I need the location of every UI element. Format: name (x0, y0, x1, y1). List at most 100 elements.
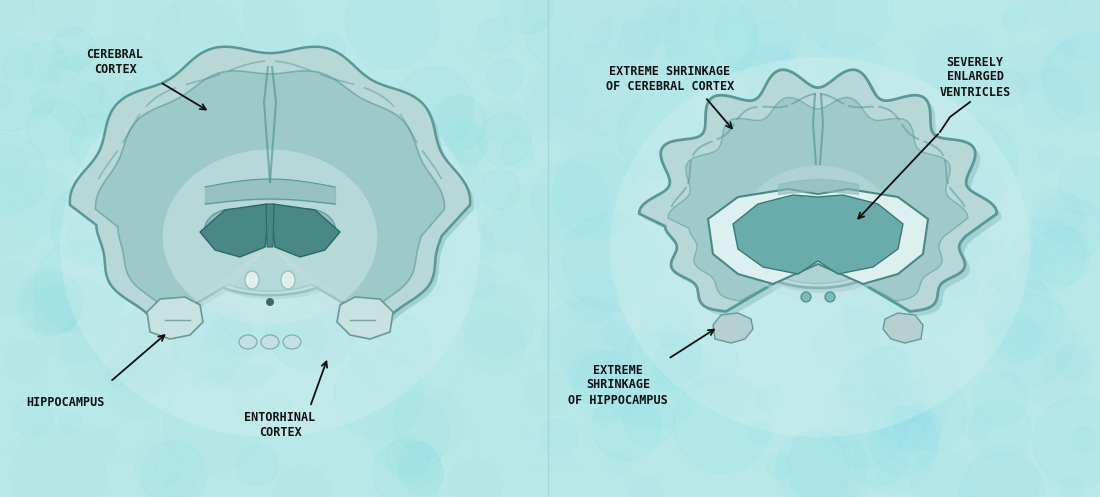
Circle shape (816, 227, 855, 264)
Circle shape (354, 205, 453, 304)
Circle shape (531, 162, 608, 240)
Circle shape (816, 94, 871, 149)
Circle shape (748, 421, 772, 446)
Circle shape (562, 213, 661, 311)
Ellipse shape (60, 57, 480, 437)
Ellipse shape (610, 57, 1030, 437)
Circle shape (886, 242, 977, 333)
Ellipse shape (283, 335, 301, 349)
Polygon shape (96, 71, 444, 315)
Circle shape (236, 444, 278, 486)
Circle shape (1034, 396, 1100, 487)
Circle shape (0, 84, 12, 107)
Circle shape (1032, 227, 1090, 285)
Circle shape (399, 451, 443, 495)
Circle shape (141, 442, 207, 497)
Circle shape (51, 183, 134, 266)
Circle shape (345, 0, 439, 69)
Circle shape (431, 95, 486, 150)
Polygon shape (713, 313, 754, 343)
Circle shape (13, 398, 52, 437)
Circle shape (1059, 156, 1100, 216)
Circle shape (1012, 219, 1085, 292)
Polygon shape (147, 297, 204, 339)
Circle shape (131, 107, 210, 186)
Circle shape (270, 309, 327, 366)
Circle shape (776, 431, 849, 497)
Circle shape (220, 198, 257, 236)
Text: EXTREME SHRINKAGE
OF CEREBRAL CORTEX: EXTREME SHRINKAGE OF CEREBRAL CORTEX (606, 65, 734, 93)
Circle shape (653, 337, 710, 393)
Ellipse shape (205, 209, 260, 251)
Circle shape (540, 419, 578, 457)
Text: CEREBRAL
CORTEX: CEREBRAL CORTEX (87, 48, 143, 76)
Circle shape (397, 443, 441, 486)
Circle shape (673, 375, 771, 473)
Circle shape (864, 347, 911, 395)
Text: HIPPOCAMPUS: HIPPOCAMPUS (25, 396, 104, 409)
Circle shape (1002, 7, 1026, 31)
Circle shape (617, 92, 703, 178)
Ellipse shape (827, 212, 869, 247)
Circle shape (969, 400, 1031, 462)
Circle shape (833, 420, 860, 447)
Polygon shape (337, 297, 393, 339)
Ellipse shape (245, 271, 258, 289)
Circle shape (658, 326, 679, 347)
Circle shape (52, 27, 95, 70)
Circle shape (298, 225, 359, 286)
Circle shape (1032, 195, 1100, 265)
Circle shape (880, 168, 932, 220)
Ellipse shape (239, 335, 257, 349)
Circle shape (654, 334, 702, 382)
Circle shape (395, 67, 474, 147)
Ellipse shape (163, 150, 377, 325)
Circle shape (340, 145, 373, 177)
Circle shape (154, 263, 210, 319)
Circle shape (860, 125, 892, 157)
Polygon shape (883, 313, 923, 343)
Circle shape (214, 291, 279, 356)
Circle shape (814, 32, 883, 101)
Circle shape (87, 154, 132, 198)
Circle shape (623, 394, 675, 447)
Circle shape (934, 120, 1018, 204)
Circle shape (1056, 344, 1089, 377)
Circle shape (480, 169, 520, 209)
Circle shape (552, 152, 639, 238)
Circle shape (243, 210, 275, 242)
Circle shape (837, 250, 874, 288)
Circle shape (757, 386, 783, 413)
Ellipse shape (280, 209, 336, 251)
Circle shape (134, 90, 219, 174)
Circle shape (844, 285, 910, 351)
Circle shape (26, 100, 86, 160)
Circle shape (959, 227, 990, 257)
Circle shape (1022, 253, 1042, 274)
Circle shape (992, 314, 1041, 362)
Circle shape (350, 311, 431, 393)
Circle shape (56, 82, 111, 137)
Circle shape (461, 265, 496, 300)
Text: SEVERELY
ENLARGED
VENTRICLES: SEVERELY ENLARGED VENTRICLES (939, 56, 1011, 98)
Circle shape (979, 271, 1050, 343)
Circle shape (569, 349, 624, 405)
Ellipse shape (280, 271, 295, 289)
Circle shape (801, 292, 811, 302)
Circle shape (573, 351, 642, 421)
Circle shape (455, 190, 478, 214)
Circle shape (384, 103, 427, 145)
Text: ENTORHINAL
CORTEX: ENTORHINAL CORTEX (244, 411, 316, 439)
Polygon shape (74, 51, 474, 330)
Circle shape (821, 382, 908, 468)
Circle shape (850, 208, 871, 229)
Circle shape (893, 377, 967, 450)
Circle shape (70, 113, 132, 175)
Circle shape (854, 433, 906, 486)
Circle shape (386, 436, 429, 479)
Ellipse shape (738, 166, 898, 302)
Circle shape (175, 302, 253, 380)
Circle shape (640, 297, 691, 347)
Circle shape (16, 270, 81, 335)
Circle shape (202, 312, 280, 390)
